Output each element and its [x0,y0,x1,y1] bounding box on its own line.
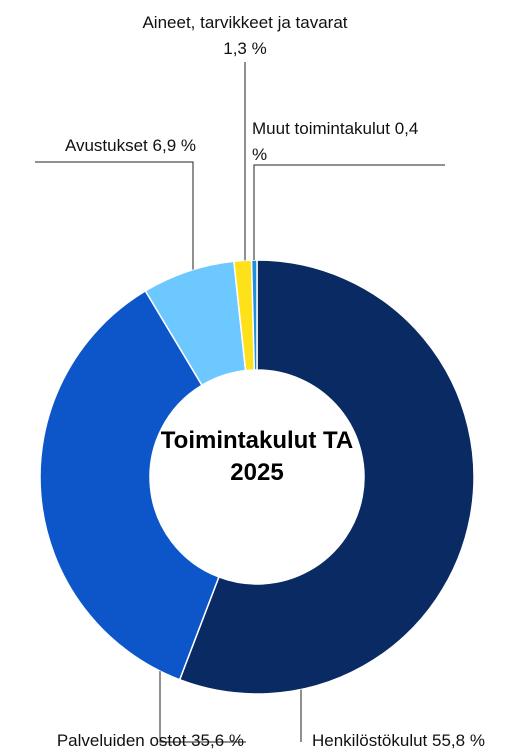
category-label: Henkilöstökulut [312,731,428,750]
slice-label: Muut toimintakulut 0,4 % [252,116,427,168]
value-label: 6,9 % [152,136,196,155]
donut-slice [39,289,220,681]
chart-title: Toimintakulut TA 2025 [160,427,354,486]
value-label: 35,6 % [191,731,244,750]
donut-slice [178,259,475,695]
value-label: 1,3 % [223,39,267,58]
value-label: 0,4 % [252,119,419,164]
donut-slice [250,259,258,371]
leader-line [35,161,194,270]
category-label: Avustukset [64,136,148,155]
slice-label: Aineet, tarvikkeet ja tavarat 1,3 % [130,10,360,62]
category-label: Palveluiden ostot [56,731,187,750]
slice-label: Henkilöstökulut 55,8 % [312,728,522,754]
category-label: Muut toimintakulut [252,119,390,138]
slice-label: Avustukset 6,9 % [20,133,196,159]
leader-line [159,671,246,743]
category-label: Aineet, tarvikkeet ja tavarat [142,13,348,32]
leader-line [253,164,445,261]
value-label: 55,8 % [432,731,485,750]
slice-label: Palveluiden ostot 35,6 % [6,728,244,754]
